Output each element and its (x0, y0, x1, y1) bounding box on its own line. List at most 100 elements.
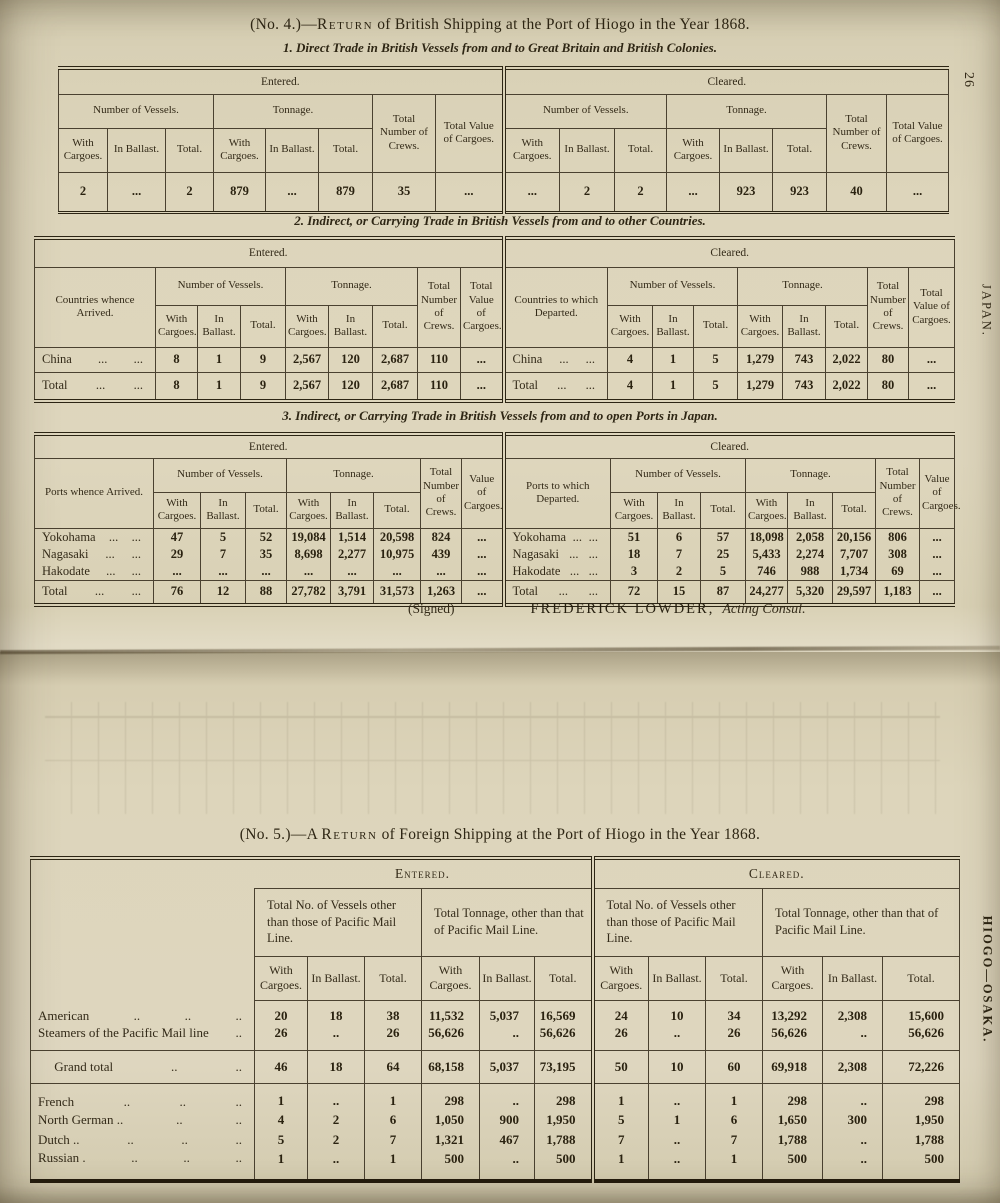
table-cell: 7 (200, 545, 246, 563)
table-cell: 24 (590, 1000, 649, 1025)
table-3-header: Entered. Cleared. Ports whence Arrived. … (34, 433, 961, 529)
table-cell: .. (822, 1129, 883, 1150)
col-header-tonnage: Tonnage. (745, 457, 876, 493)
row-label-text: .. (235, 1132, 243, 1147)
col-header-total-value: Total Value of Cargoes. (434, 93, 505, 173)
header-row-entered-cleared: Entered. Cleared. (34, 237, 955, 268)
row-label-text: .. (235, 1059, 243, 1075)
row-label-text: Nagasaki (42, 546, 89, 561)
table-cell: 879 (318, 172, 373, 212)
table-cell: 900 (479, 1109, 535, 1130)
header-row-groups: Countries whence Arrived. Number of Vess… (34, 266, 955, 348)
table-cell: 1 (648, 1109, 706, 1130)
row-label: Yokohama...... (34, 528, 154, 546)
row-label-content: China...... (506, 352, 608, 367)
col-header-number-of-vessels: Number of Vessels. (153, 457, 287, 493)
col-header-total: Total. (372, 304, 418, 348)
table-cell: 80 (867, 371, 909, 401)
col-header-with-cargoes: With Cargoes. (254, 955, 308, 1001)
table-cell: 1 (254, 1149, 308, 1181)
table-cell: 4 (607, 347, 653, 372)
col-header-with-cargoes: With Cargoes. (155, 304, 198, 348)
table-cell: 500 (762, 1149, 823, 1181)
table-cell: 1,950 (882, 1109, 960, 1130)
col-header-tonnage: Tonnage. (737, 266, 868, 306)
row-label-content: Nagasaki...... (506, 547, 611, 562)
col-header-with-cargoes: With Cargoes. (590, 955, 649, 1001)
row-label-content: Grand total.... (31, 1059, 254, 1075)
table-cell: 26 (590, 1024, 649, 1051)
row-label: Yokohama...... (501, 528, 611, 546)
col-header-in-ballast: In Ballast. (479, 955, 535, 1001)
table-cell: ... (460, 347, 504, 372)
margin-note-hiogo-osaka: HIOGO—OSAKA. (980, 915, 995, 1044)
col-header-cleared: Cleared. (501, 237, 955, 268)
table-cell: .. (479, 1149, 535, 1181)
row-label-content: North German ...... (31, 1112, 254, 1128)
row-label-content: Total...... (506, 378, 608, 393)
table-row: Grand total.... 46 18 64 68,158 5,037 73,195 50… (30, 1050, 960, 1085)
col-header-in-ballast: In Ballast. (652, 304, 694, 348)
table-cell: 10,975 (373, 545, 421, 563)
col-header-total: Total. (832, 491, 876, 529)
table-cell: 1,279 (737, 347, 783, 372)
table-cell: 2,022 (825, 371, 868, 401)
table-cell: 1 (652, 371, 694, 401)
row-label: Steamers of the Pacific Mail line.. (30, 1024, 255, 1051)
col-header-in-ballast: In Ballast. (265, 127, 319, 173)
row-label-text: .. (235, 1150, 243, 1166)
table-cell: 56,626 (534, 1024, 593, 1051)
doc-title-no5: (No. 5.)—A Return of Foreign Shipping at… (0, 826, 1000, 844)
row-label-text: ... (585, 351, 595, 366)
table-cell: 18 (307, 1000, 365, 1025)
row-label-text: ... (106, 564, 116, 578)
signed-label: (Signed) (408, 601, 455, 616)
table-cell: 31,573 (373, 580, 421, 605)
table-cell: 308 (875, 545, 920, 563)
table-cell: ... (461, 563, 504, 581)
table-cell: 1 (705, 1149, 763, 1181)
table-cell: 500 (534, 1149, 593, 1181)
table-cell: ... (434, 172, 505, 212)
table-cell: 2,308 (822, 1050, 883, 1085)
col-header-total: Total. (534, 955, 593, 1001)
row-label-content: Yokohama...... (35, 530, 153, 545)
table-cell: 18,098 (745, 528, 788, 546)
table-cell: 47 (153, 528, 201, 546)
header-row-entered-cleared: Entered. Cleared. (31, 857, 960, 889)
table-cell: .. (822, 1083, 883, 1110)
table-cell: 1,321 (421, 1129, 480, 1150)
row-label: Dutch ........ (30, 1129, 255, 1150)
col-header-ports-arrived: Ports whence Arrived. (34, 457, 154, 529)
table-cell: 2 (165, 172, 214, 212)
table-row: Yokohama...... 47 5 52 19,084 1,514 20,598 824.… (34, 528, 955, 546)
table-cell: 18 (307, 1050, 365, 1085)
consul-name: FREDERICK LOWDER, (530, 601, 715, 617)
table-cell: 56,626 (762, 1024, 823, 1051)
col-header-value-of-cargoes: Value of Cargoes. (919, 457, 961, 529)
table-cell: 2 (614, 172, 668, 212)
table-cell: 29 (153, 545, 201, 563)
col-header-in-ballast: In Ballast. (787, 491, 833, 529)
table-cell: 19,084 (286, 528, 331, 546)
row-label-text: ... (131, 546, 141, 561)
col-header-in-ballast: In Ballast. (307, 955, 365, 1001)
header-row-groups: Total No. of Vessels other than those of… (31, 887, 960, 957)
table-cell: 2,687 (372, 347, 418, 372)
col-header-countries-arrived: Countries whence Arrived. (34, 266, 156, 348)
row-label-text: Dutch .. (38, 1132, 80, 1147)
table-cell: 26 (364, 1024, 422, 1051)
col-header-total: Total. (165, 127, 214, 173)
col-header-in-ballast: In Ballast. (719, 127, 774, 173)
table-1-header: Entered. Cleared. Number of Vessels. Ton… (58, 67, 950, 173)
table-cell: 46 (254, 1050, 308, 1085)
row-label-text: .. (171, 1059, 178, 1075)
row-label-content: Dutch ........ (31, 1132, 254, 1148)
table-cell: .. (822, 1149, 883, 1181)
header-row-subcolumns: With Cargoes. In Ballast. Total. With Ca… (35, 491, 955, 529)
row-label-text: Total (42, 378, 68, 393)
row-label-text: China (512, 351, 543, 366)
col-header-total-value: Total Value of Cargoes. (908, 266, 955, 348)
table-row: 2... 2 879... 879 35...... 2 2... 923 923 40... (58, 172, 950, 212)
table-no5-foreign-shipping: Entered. Cleared. Total No. of Vessels o… (30, 856, 960, 1183)
